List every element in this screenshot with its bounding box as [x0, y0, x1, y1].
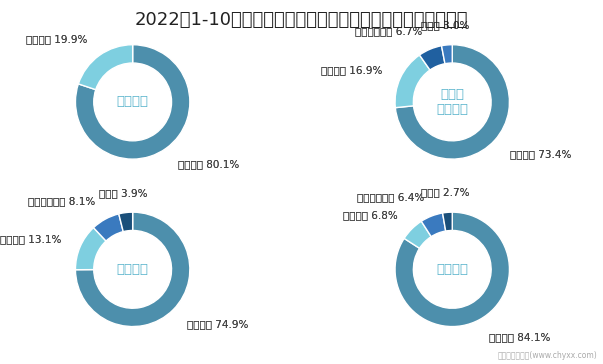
Text: 其他用房 13.1%: 其他用房 13.1%	[1, 234, 62, 244]
Text: 投资金额: 投资金额	[116, 95, 149, 108]
Text: 销售面积: 销售面积	[436, 263, 469, 276]
Text: 商品住宅 80.1%: 商品住宅 80.1%	[178, 159, 239, 170]
Text: 新开工
施工面积: 新开工 施工面积	[436, 88, 469, 116]
Text: 办公楼 3.0%: 办公楼 3.0%	[421, 20, 469, 30]
Wedge shape	[443, 212, 452, 231]
Text: 商业营业用房 6.4%: 商业营业用房 6.4%	[357, 193, 425, 202]
Text: 其他用房 13.1%: 其他用房 13.1%	[1, 234, 62, 244]
Wedge shape	[75, 45, 190, 159]
Text: 办公楼 3.9%: 办公楼 3.9%	[99, 188, 148, 198]
Text: 商品住宅 74.9%: 商品住宅 74.9%	[188, 319, 249, 329]
Text: 其他用房 16.9%: 其他用房 16.9%	[321, 65, 382, 75]
Wedge shape	[119, 212, 133, 232]
Wedge shape	[441, 45, 452, 64]
Text: 商品住宅 74.9%: 商品住宅 74.9%	[188, 319, 249, 329]
Wedge shape	[395, 55, 430, 108]
Text: 商业营业用房 6.7%: 商业营业用房 6.7%	[355, 26, 422, 36]
Text: 办公楼 3.0%: 办公楼 3.0%	[421, 20, 469, 30]
Wedge shape	[404, 221, 431, 248]
Text: 其他用房 6.8%: 其他用房 6.8%	[343, 210, 397, 220]
Text: 商品住宅 73.4%: 商品住宅 73.4%	[510, 149, 571, 159]
Text: 商业营业用房 6.7%: 商业营业用房 6.7%	[355, 26, 422, 36]
Wedge shape	[75, 228, 106, 270]
Text: 办公楼 2.7%: 办公楼 2.7%	[421, 187, 470, 197]
Text: 商品住宅 80.1%: 商品住宅 80.1%	[178, 159, 239, 170]
Wedge shape	[93, 214, 123, 241]
Text: 商品住宅 73.4%: 商品住宅 73.4%	[510, 149, 571, 159]
Text: 其他用房 19.9%: 其他用房 19.9%	[26, 34, 87, 44]
Text: 商品住宅 84.1%: 商品住宅 84.1%	[489, 332, 551, 342]
Wedge shape	[396, 45, 510, 159]
Wedge shape	[420, 46, 445, 70]
Text: 办公楼 2.7%: 办公楼 2.7%	[421, 187, 470, 197]
Wedge shape	[75, 212, 190, 327]
Text: 2022年1-10月江苏省商品房投资、施工、竣工、销售分类占比: 2022年1-10月江苏省商品房投资、施工、竣工、销售分类占比	[134, 11, 469, 29]
Text: 商业营业用房 8.1%: 商业营业用房 8.1%	[28, 197, 96, 207]
Text: 商业营业用房 8.1%: 商业营业用房 8.1%	[28, 197, 96, 207]
Text: 办公楼 3.9%: 办公楼 3.9%	[99, 188, 148, 198]
Text: 其他用房 6.8%: 其他用房 6.8%	[343, 210, 397, 220]
Wedge shape	[78, 45, 133, 90]
Text: 竣工面积: 竣工面积	[116, 263, 149, 276]
Text: 商品住宅 84.1%: 商品住宅 84.1%	[489, 332, 551, 342]
Wedge shape	[421, 213, 446, 237]
Text: 商业营业用房 6.4%: 商业营业用房 6.4%	[357, 193, 425, 202]
Text: 其他用房 16.9%: 其他用房 16.9%	[321, 65, 382, 75]
Wedge shape	[395, 212, 510, 327]
Text: 制图：智研咨询(www.chyxx.com): 制图：智研咨询(www.chyxx.com)	[497, 351, 597, 360]
Text: 其他用房 19.9%: 其他用房 19.9%	[26, 34, 87, 44]
